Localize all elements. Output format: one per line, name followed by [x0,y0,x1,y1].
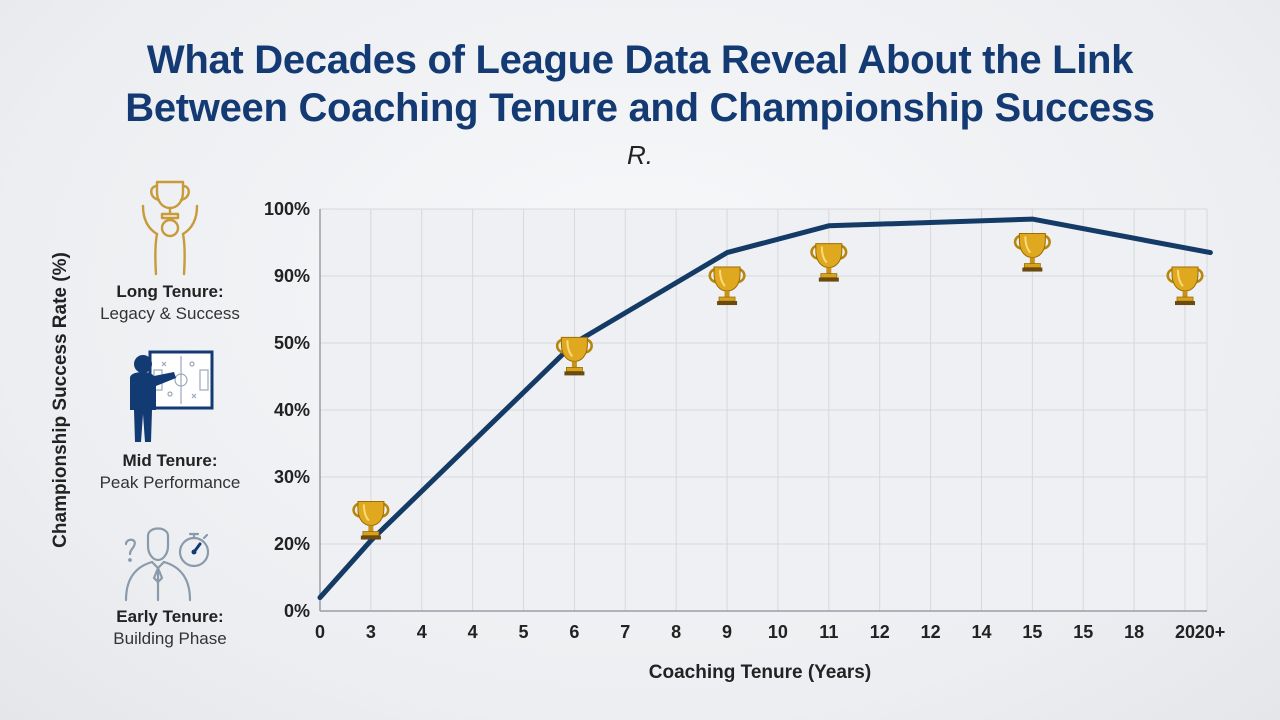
x-axis-title: Coaching Tenure (Years) [649,662,871,683]
y-tick-label: 20% [274,534,310,554]
x-tick-label: 20+ [1195,622,1226,642]
y-axis-title: Championship Success Rate (%) [50,252,71,548]
x-tick-label: 14 [971,622,991,642]
chart-series [317,216,1213,601]
x-tick-label: 20 [1175,622,1195,642]
x-tick-label: 4 [468,622,478,642]
trophy-marker-icon [810,243,848,282]
legend-early-tenure-desc: Building Phase [113,629,227,648]
y-tick-label: 90% [274,266,310,286]
legend-mid-tenure: Mid Tenure: Peak Performance [70,450,270,494]
legend-mid-tenure-desc: Peak Performance [99,473,241,492]
chart-trophy-markers [352,233,1204,540]
series-line [317,216,1213,601]
x-tick-label: 8 [671,622,681,642]
x-tick-label: 6 [569,622,579,642]
trophy-marker-icon [708,266,746,306]
x-tick-label: 11 [819,622,838,642]
x-tick-label: 0 [315,622,325,642]
x-tick-label: 15 [1022,622,1042,642]
chart-axes [319,209,1207,612]
trophy-marker-icon [352,501,390,540]
x-tick-label: 5 [519,622,529,642]
legend-long-tenure-desc: Legacy & Success [100,304,240,323]
y-tick-label: 40% [274,400,310,420]
legend-mid-tenure-title: Mid Tenure: [122,451,218,470]
x-tick-label: 15 [1073,622,1093,642]
y-tick-label: 50% [274,333,310,353]
chart-labels: 0 3 4 4 5 6 7 8 9 10 11 12 12 14 15 15 18 20 20+ 0% 20% 30% 40… [50,199,1225,683]
trophy-raised-person-icon [141,180,199,276]
coach-whiteboard-icon [130,350,214,442]
trophy-marker-icon [1166,266,1204,306]
chart-subtitle: R. [627,140,653,170]
y-tick-label: 0% [284,601,310,621]
x-tick-label: 18 [1124,622,1144,642]
legend-long-tenure-title: Long Tenure: [116,282,224,301]
title-line-1: What Decades of League Data Reveal About… [146,38,1134,82]
legend-early-tenure: Early Tenure: Building Phase [70,606,270,650]
x-tick-label: 4 [417,622,427,642]
x-tick-label: 3 [366,622,376,642]
x-tick-label: 10 [768,622,788,642]
chart-title: What Decades of League Data Reveal About… [0,36,1280,132]
trophy-marker-icon [555,336,593,376]
legend-early-tenure-title: Early Tenure: [116,607,224,626]
uncertain-person-stopwatch-icon [124,527,210,602]
x-tick-label: 12 [921,622,941,642]
trophy-marker-icon [1013,233,1051,272]
x-tick-label: 7 [620,622,630,642]
chart-grid [319,208,1208,612]
x-tick-label: 9 [722,622,732,642]
title-line-2: Between Coaching Tenure and Championship… [125,86,1155,130]
legend-long-tenure: Long Tenure: Legacy & Success [70,281,270,325]
y-tick-label: 100% [264,199,310,219]
x-tick-label: 12 [870,622,890,642]
y-tick-label: 30% [274,467,310,487]
